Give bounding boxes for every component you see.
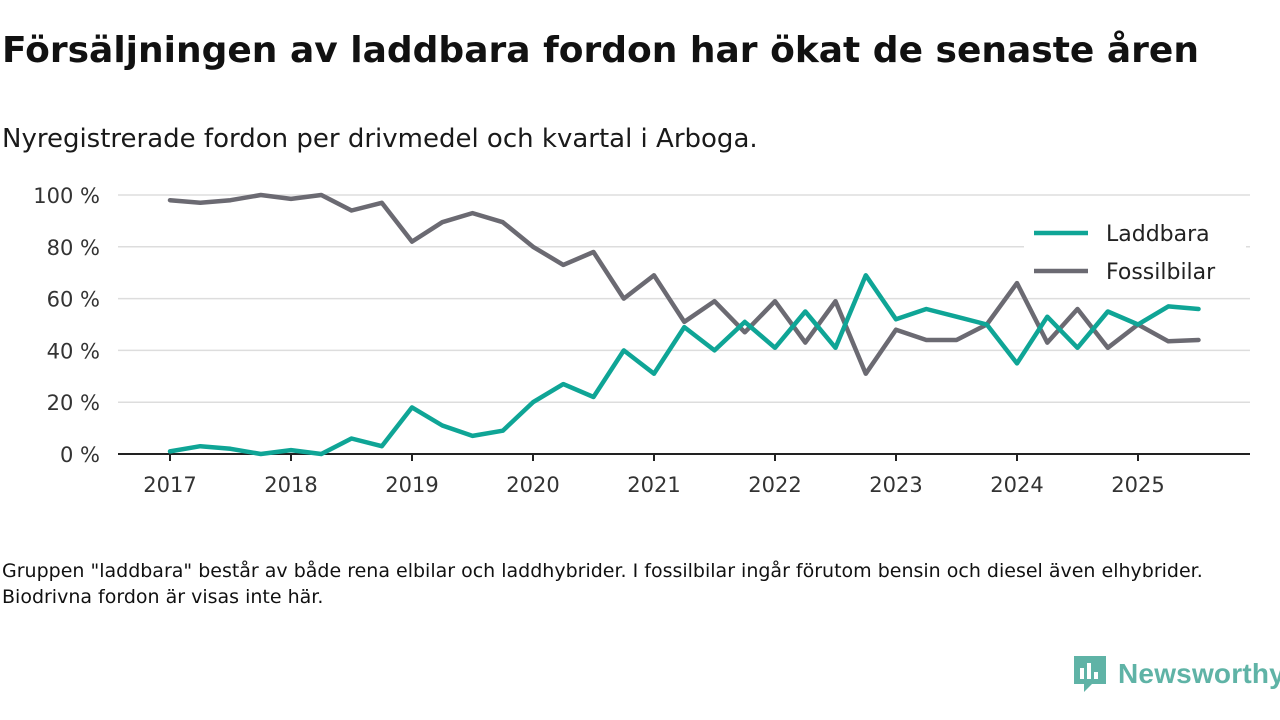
footnote: Gruppen "laddbara" består av både rena e… bbox=[2, 560, 1203, 608]
x-tick-label: 2019 bbox=[385, 473, 438, 497]
legend: Laddbara Fossilbilar bbox=[1024, 212, 1246, 292]
series-line-fossilbilar bbox=[167, 192, 1201, 376]
x-tick-label: 2021 bbox=[627, 473, 680, 497]
x-tick-label: 2018 bbox=[264, 473, 317, 497]
x-axis: 2017 2018 2019 2020 2021 2022 2023 2024 2025 bbox=[118, 453, 1250, 497]
x-tick-label: 2025 bbox=[1111, 473, 1164, 497]
x-tick-label: 2023 bbox=[869, 473, 922, 497]
legend-label: Laddbara bbox=[1106, 222, 1210, 247]
chart-subtitle: Nyregistrerade fordon per drivmedel och … bbox=[2, 124, 758, 154]
y-tick-label: 80 % bbox=[47, 236, 100, 260]
page-title: Försäljningen av laddbara fordon har öka… bbox=[2, 30, 1199, 71]
legend-background bbox=[1024, 212, 1246, 292]
y-tick-label: 40 % bbox=[47, 339, 100, 363]
line-chart: 0 % 20 % 40 % 60 % 80 % 100 % 2017 2018 2019 202… bbox=[33, 184, 1250, 497]
series-line-laddbara bbox=[167, 273, 1201, 457]
legend-label: Fossilbilar bbox=[1106, 260, 1216, 285]
y-axis-ticks: 0 % 20 % 40 % 60 % 80 % 100 % bbox=[33, 184, 100, 467]
x-tick-label: 2024 bbox=[990, 473, 1043, 497]
x-tick-label: 2017 bbox=[143, 473, 196, 497]
x-tick-label: 2020 bbox=[506, 473, 559, 497]
brand-logo[interactable]: Newsworthy bbox=[1072, 654, 1280, 694]
y-tick-label: 60 % bbox=[47, 288, 100, 312]
y-tick-label: 0 % bbox=[60, 443, 100, 467]
brand-name: Newsworthy bbox=[1118, 658, 1280, 689]
y-tick-label: 100 % bbox=[33, 184, 100, 208]
x-tick-label: 2022 bbox=[748, 473, 801, 497]
series-lines bbox=[167, 192, 1201, 457]
newsworthy-logo-icon bbox=[1074, 656, 1106, 692]
y-tick-label: 20 % bbox=[47, 391, 100, 415]
